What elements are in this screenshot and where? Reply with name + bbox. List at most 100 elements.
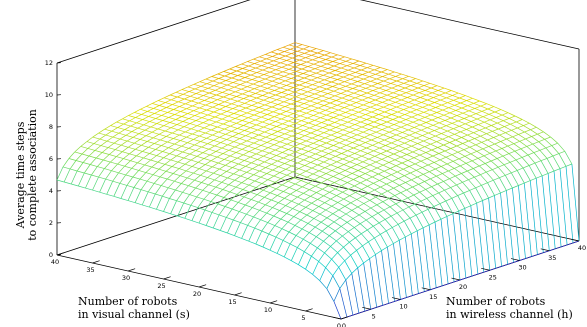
mesh-line-s [273, 85, 281, 89]
mesh-line-s [342, 72, 350, 76]
mesh-line-h [380, 121, 388, 125]
mesh-line-h [441, 163, 448, 167]
mesh-line-s [208, 119, 217, 123]
mesh-line-h [273, 58, 280, 62]
mesh-line-h [474, 105, 481, 109]
mesh-line-h [411, 143, 418, 147]
mesh-line-h [277, 101, 285, 105]
mesh-line-s [81, 153, 90, 157]
mesh-line-s [347, 95, 356, 99]
mesh-line-h [350, 76, 357, 80]
mesh-line-h [317, 195, 324, 200]
mesh-line-h [395, 200, 403, 205]
mesh-line-h [288, 146, 295, 150]
mesh-line-h [329, 188, 336, 193]
mesh-line-s [454, 104, 462, 109]
mesh-line-h [315, 150, 322, 155]
mesh-line-s [205, 225, 214, 229]
mesh-line-s [194, 144, 202, 148]
mesh-line-s [558, 153, 567, 167]
mesh-line-h [245, 79, 253, 83]
mesh-line-h [215, 147, 223, 152]
mesh-line-h [479, 127, 486, 131]
mesh-line-s [206, 83, 215, 87]
mesh-line-h [481, 182, 488, 186]
mesh-line-h [282, 120, 289, 125]
mesh-line-h [425, 119, 433, 123]
mesh-line-h [387, 187, 394, 192]
mesh-line-h [298, 135, 306, 139]
mesh-line-h [327, 90, 334, 94]
mesh-line-h [449, 175, 456, 180]
mesh-line-h [438, 189, 445, 194]
mesh-line-h [388, 195, 395, 199]
mesh-line-s [272, 80, 280, 84]
mesh-line-h [320, 88, 327, 92]
mesh-line-h [383, 104, 390, 108]
mesh-line-s [339, 114, 347, 118]
mesh-line-s [365, 173, 373, 178]
y-tick-mark [391, 297, 401, 300]
mesh-line-h [295, 180, 302, 185]
mesh-line-h [236, 68, 243, 72]
mesh-line-s [197, 207, 206, 211]
mesh-line-s [159, 133, 167, 137]
mesh-line-h [254, 176, 261, 182]
mesh-line-h [249, 93, 256, 97]
mesh-line-s [564, 151, 573, 165]
mesh-line-h [244, 74, 252, 78]
mesh-line-s [347, 182, 355, 187]
mesh-line-s [133, 187, 142, 191]
mesh-line-s [230, 98, 238, 102]
mesh-line-s [265, 136, 274, 140]
mesh-line-h [308, 179, 315, 184]
mesh-line-h [369, 196, 376, 201]
mesh-line-h [282, 231, 290, 241]
mesh-line-s [446, 97, 454, 101]
mesh-line-s [298, 55, 306, 59]
mesh-line-s [333, 221, 342, 227]
mesh-line-s [488, 113, 497, 118]
mesh-line-h [428, 221, 436, 226]
mesh-line-s [248, 240, 256, 245]
mesh-line-h [328, 70, 336, 74]
mesh-line-h [190, 156, 198, 161]
mesh-line-h [416, 135, 423, 139]
mesh-line-s [118, 172, 126, 176]
mesh-line-h [140, 106, 147, 110]
mesh-line-s [366, 147, 374, 152]
mesh-line-h [367, 182, 374, 187]
mesh-line-s [201, 182, 209, 186]
mesh-line-s [337, 137, 346, 141]
mesh-line-h [430, 141, 437, 145]
mesh-line-h [242, 90, 249, 95]
mesh-line-s [398, 240, 407, 298]
mesh-line-s [442, 138, 450, 143]
mesh-line-h [470, 150, 478, 155]
mesh-line-s [337, 202, 346, 207]
mesh-line-s [189, 153, 198, 157]
mesh-line-h [293, 174, 301, 179]
mesh-line-h [155, 185, 162, 195]
mesh-line-h [74, 146, 82, 153]
mesh-line-s [315, 185, 323, 190]
mesh-line-s [164, 97, 172, 101]
mesh-line-s [335, 100, 344, 104]
mesh-line-s [388, 99, 396, 103]
mesh-line-s [218, 214, 227, 218]
mesh-line-s [296, 156, 304, 161]
mesh-line-h [88, 150, 96, 157]
mesh-line-h [234, 222, 241, 236]
mesh-line-s [299, 59, 307, 63]
mesh-line-s [406, 189, 415, 196]
mesh-line-s [169, 198, 177, 202]
mesh-line-s [242, 68, 250, 71]
mesh-line-s [267, 179, 276, 183]
mesh-line-s [401, 73, 409, 77]
mesh-line-s [454, 168, 462, 174]
mesh-line-h [417, 111, 424, 116]
mesh-line-h [266, 169, 273, 174]
mesh-line-s [149, 153, 157, 156]
mesh-line-s [254, 180, 263, 184]
mesh-line-h [306, 84, 313, 88]
